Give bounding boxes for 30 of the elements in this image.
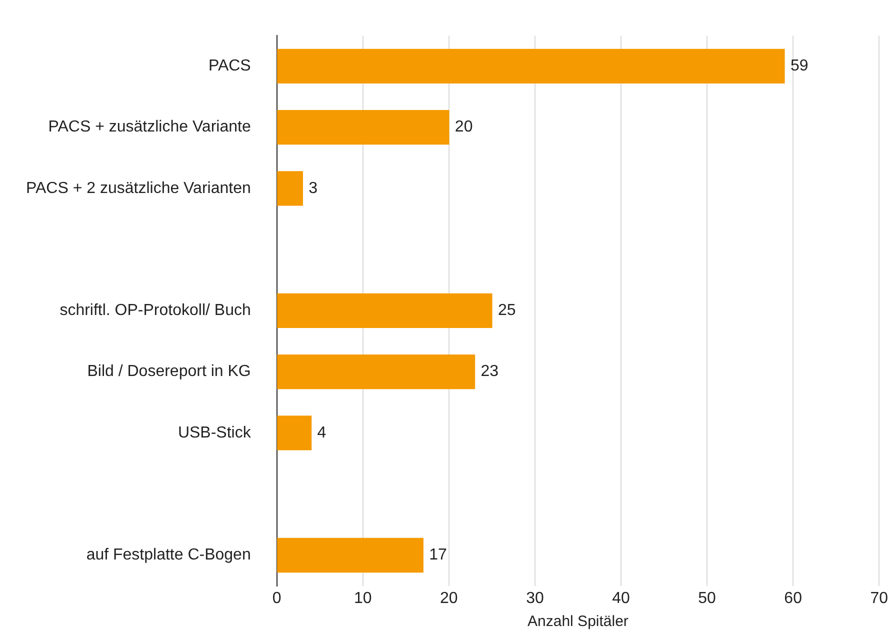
x-tick-label: 70 [870, 590, 888, 607]
data-label: 59 [790, 58, 808, 75]
x-tick-label: 20 [440, 590, 458, 607]
y-tick-label: Bild / Dosereport in KG [87, 363, 251, 380]
x-tick-label: 0 [272, 590, 282, 607]
y-tick-label: USB-Stick [178, 424, 252, 442]
x-tick-label: 10 [354, 590, 372, 607]
y-tick-label: schriftl. OP-Protokoll/ Buch [60, 302, 251, 320]
y-tick-label: PACS + 2 zusätzliche Varianten [26, 180, 251, 197]
y-tick-label: auf Festplatte C-Bogen [86, 546, 251, 564]
bar [277, 48, 785, 84]
x-tick-label: 40 [612, 590, 630, 607]
data-label: 20 [454, 118, 473, 136]
bar [277, 354, 476, 390]
data-label: 4 [317, 424, 326, 442]
bar [277, 538, 424, 573]
bar [277, 110, 450, 145]
x-tick-label: 30 [526, 590, 544, 607]
y-tick-label: PACS [208, 58, 251, 75]
x-axis-title: Anzahl Spitäler [528, 613, 628, 630]
bar [277, 416, 312, 450]
data-label: 25 [498, 302, 516, 320]
data-label: 17 [429, 546, 448, 564]
bar [277, 293, 492, 328]
x-tick-label: 60 [784, 590, 802, 607]
y-tick-label: PACS + zusätzliche Variante [48, 118, 251, 136]
bar [277, 171, 303, 206]
data-label: 3 [308, 180, 318, 197]
x-tick-label: 50 [698, 590, 716, 607]
data-label: 23 [480, 363, 499, 380]
